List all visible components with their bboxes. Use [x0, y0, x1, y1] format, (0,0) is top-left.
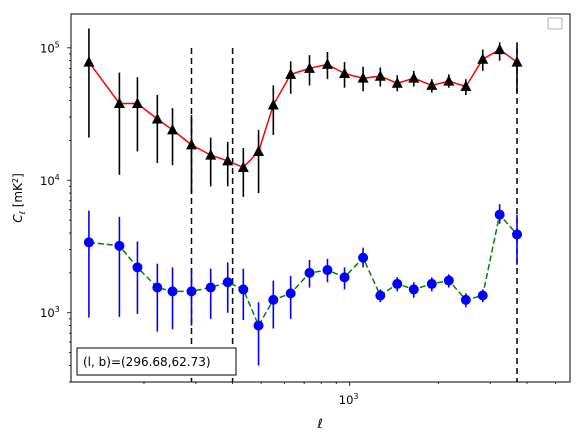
data-point — [186, 286, 197, 297]
series-line — [88, 48, 518, 169]
data-point — [304, 267, 315, 278]
legend-box — [547, 17, 563, 30]
plot-frame — [70, 13, 571, 383]
data-point — [167, 123, 179, 135]
data-point — [222, 154, 234, 166]
data-point — [339, 272, 350, 283]
data-point — [511, 56, 523, 67]
data-point — [339, 67, 351, 78]
data-point — [83, 56, 95, 67]
data-point — [460, 80, 472, 92]
data-point — [113, 97, 125, 108]
y-tick-label: 103 — [40, 305, 60, 320]
data-point — [151, 113, 163, 124]
series-1 — [83, 28, 523, 197]
y-tick-label: 105 — [40, 40, 60, 55]
series-line — [88, 213, 518, 328]
x-axis-label: ℓ — [317, 417, 323, 432]
data-point — [357, 72, 369, 83]
data-point — [408, 72, 420, 83]
data-point — [285, 68, 297, 79]
data-point — [304, 62, 316, 73]
data-point — [426, 278, 437, 289]
data-point — [375, 290, 386, 301]
data-point — [253, 320, 264, 331]
data-point — [477, 290, 488, 301]
data-point — [222, 277, 233, 288]
data-point — [83, 237, 94, 248]
data-point — [205, 149, 217, 160]
data-point — [267, 99, 279, 110]
data-point — [132, 262, 143, 273]
data-point — [494, 209, 505, 220]
chart-marks — [83, 28, 523, 382]
x-tick-label: 103 — [339, 392, 359, 407]
data-point — [460, 294, 471, 305]
data-point — [253, 145, 265, 156]
data-point — [185, 138, 197, 150]
annotation-text: (l, b)=(296.68,62.73) — [83, 355, 211, 369]
data-point — [152, 282, 163, 293]
data-point — [205, 282, 216, 293]
annotation-box — [76, 347, 237, 376]
data-point — [494, 43, 506, 55]
data-point — [443, 275, 454, 286]
data-point — [321, 58, 333, 69]
data-point — [408, 284, 419, 295]
y-axis-label: Cℓ [mK2] — [11, 173, 27, 223]
data-point — [167, 286, 178, 297]
data-point — [374, 70, 386, 81]
data-point — [392, 278, 403, 289]
data-point — [391, 77, 403, 88]
y-tick-label: 104 — [40, 173, 60, 188]
data-point — [268, 294, 279, 305]
data-point — [131, 97, 143, 108]
axes: 103 104 105 103 ℓ Cℓ [mK2] (l, b)=(296.68,62.7… — [11, 13, 571, 432]
data-point — [443, 75, 455, 86]
data-point — [426, 79, 438, 90]
data-point — [285, 288, 296, 299]
data-point — [114, 240, 125, 251]
data-point — [358, 252, 369, 263]
data-point — [237, 161, 249, 172]
data-point — [477, 53, 489, 64]
data-point — [322, 265, 333, 276]
data-point — [238, 284, 249, 295]
series-2 — [83, 204, 523, 366]
data-point — [512, 229, 523, 240]
